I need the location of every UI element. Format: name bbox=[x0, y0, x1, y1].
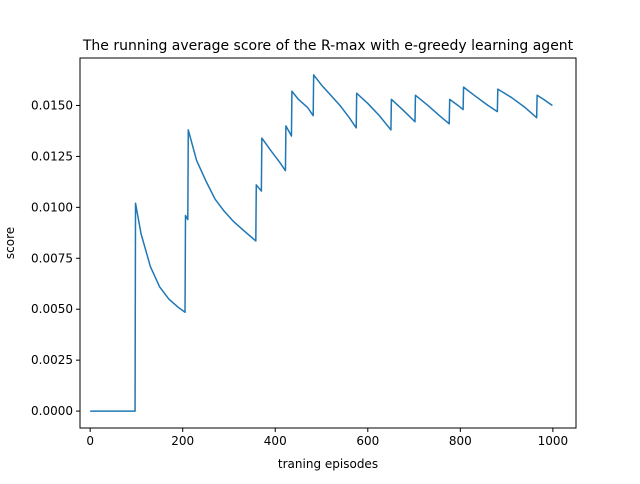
y-axis-label: score bbox=[3, 227, 17, 259]
x-tick-label: 0 bbox=[86, 434, 94, 448]
y-tick-label: 0.0000 bbox=[31, 404, 73, 418]
x-axis-label: traning episodes bbox=[278, 457, 378, 471]
y-tick-label: 0.0150 bbox=[31, 98, 73, 112]
y-tick-label: 0.0050 bbox=[31, 302, 73, 316]
y-axis-ticks: 0.0000 0.0025 0.0050 0.0075 0.0100 0.0125 0.01… bbox=[31, 98, 80, 418]
chart-title: The running average score of the R-max w… bbox=[82, 38, 574, 54]
plot-area bbox=[90, 74, 553, 412]
x-tick-label: 800 bbox=[449, 434, 472, 448]
y-tick-label: 0.0100 bbox=[31, 200, 73, 214]
x-axis-ticks: 0 200 400 600 800 1000 bbox=[86, 428, 568, 448]
x-tick-label: 400 bbox=[264, 434, 287, 448]
axes-frame bbox=[79, 57, 577, 429]
x-tick-label: 600 bbox=[356, 434, 379, 448]
y-tick-label: 0.0125 bbox=[31, 149, 73, 163]
x-tick-label: 1000 bbox=[538, 434, 569, 448]
y-tick-label: 0.0025 bbox=[31, 353, 73, 367]
y-tick-label: 0.0075 bbox=[31, 251, 73, 265]
x-tick-label: 200 bbox=[171, 434, 194, 448]
series-line-0 bbox=[90, 74, 553, 412]
